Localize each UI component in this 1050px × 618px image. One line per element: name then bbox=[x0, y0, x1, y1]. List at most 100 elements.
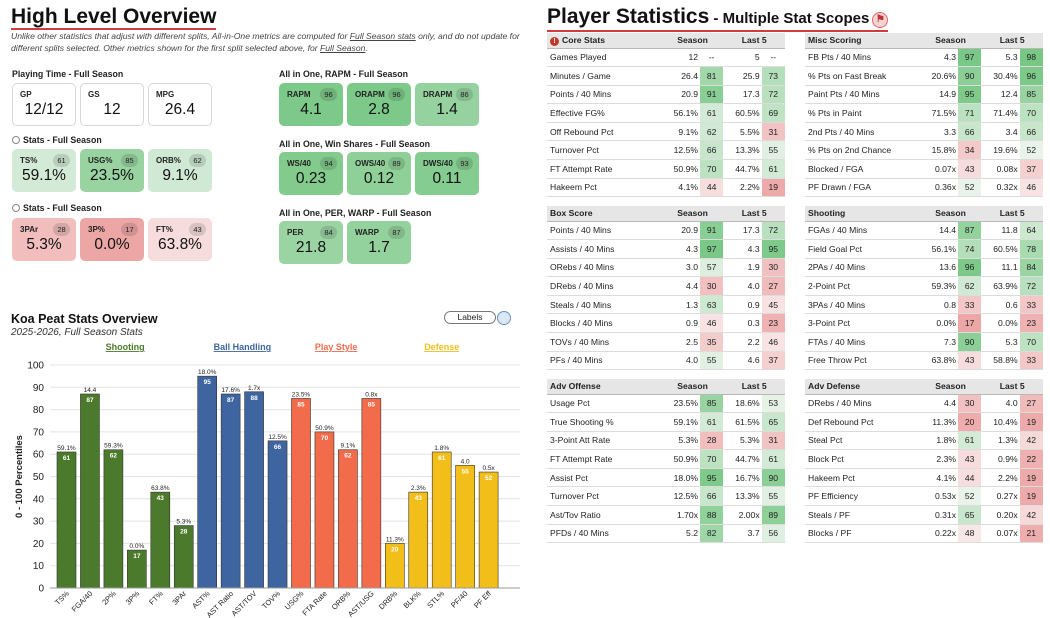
table-row: Free Throw Pct 63.8% 43 58.8% 33 bbox=[805, 351, 1043, 371]
season-value: 5.3% bbox=[661, 431, 700, 451]
season-percentile: 52 bbox=[958, 178, 982, 198]
bar[interactable] bbox=[220, 393, 241, 589]
y-tick-label: 50 bbox=[33, 472, 45, 483]
stat-card: DWS/40 93 0.11 bbox=[415, 152, 479, 195]
full-season-link[interactable]: Full Season bbox=[320, 42, 366, 53]
last5-value: 4.0 bbox=[723, 276, 762, 296]
stat-card: GP 12/12 bbox=[12, 83, 76, 126]
full-season-stats-link[interactable]: Full Season stats bbox=[349, 31, 416, 41]
season-percentile: 70 bbox=[700, 159, 724, 179]
table-header: Box Score Season Last 5 bbox=[547, 206, 785, 222]
stat-card: DRAPM 86 1.4 bbox=[415, 83, 479, 126]
season-value: 20.9 bbox=[661, 85, 700, 105]
table-title-text: Misc Scoring bbox=[808, 35, 862, 46]
column-header-last5[interactable]: Last 5 bbox=[981, 379, 1043, 395]
table-title[interactable]: Box Score bbox=[547, 206, 662, 222]
column-header-last5[interactable]: Last 5 bbox=[723, 379, 785, 395]
y-tick-label: 10 bbox=[33, 561, 45, 572]
stat-name: Steals / PF bbox=[805, 505, 920, 525]
season-percentile: 65 bbox=[958, 505, 982, 525]
last5-percentile: 84 bbox=[1019, 258, 1043, 278]
table-title[interactable]: Misc Scoring bbox=[805, 33, 920, 49]
stat-name: Minutes / Game bbox=[547, 66, 662, 86]
stat-name: Free Throw Pct bbox=[805, 351, 920, 371]
stat-card-label: MPG bbox=[156, 90, 175, 99]
last5-value: 4.3 bbox=[723, 239, 762, 259]
percentile-badge: 96 bbox=[320, 88, 337, 101]
radio-icon[interactable] bbox=[12, 136, 20, 144]
bar[interactable] bbox=[431, 451, 452, 589]
column-header-season[interactable]: Season bbox=[919, 206, 982, 222]
table-row: 3PAs / 40 Mins 0.8 33 0.6 33 bbox=[805, 295, 1043, 315]
bar[interactable] bbox=[408, 491, 429, 589]
stat-card-label: DWS/40 bbox=[423, 159, 453, 168]
bar-stat-label: 12.5% bbox=[268, 434, 287, 441]
table-title[interactable]: Shooting bbox=[805, 206, 920, 222]
last5-percentile: 56 bbox=[761, 524, 785, 544]
column-header-season[interactable]: Season bbox=[919, 33, 982, 49]
last5-percentile: 23 bbox=[1019, 313, 1043, 334]
table-header: ! Core Stats Season Last 5 bbox=[547, 33, 785, 49]
column-header-last5[interactable]: Last 5 bbox=[723, 33, 785, 49]
bar[interactable] bbox=[455, 465, 475, 589]
season-value: 56.1% bbox=[661, 103, 700, 123]
column-header-last5[interactable]: Last 5 bbox=[981, 206, 1043, 222]
column-header-last5[interactable]: Last 5 bbox=[723, 206, 785, 222]
table-row: Points / 40 Mins 20.9 91 17.3 72 bbox=[547, 85, 785, 105]
bar[interactable] bbox=[291, 398, 311, 589]
season-value: 0.8 bbox=[919, 295, 958, 315]
player-stats-title-text: Player Statistics bbox=[547, 5, 710, 28]
column-header-last5[interactable]: Last 5 bbox=[981, 33, 1043, 49]
labels-toggle[interactable] bbox=[497, 311, 511, 325]
table-title[interactable]: Adv Offense bbox=[547, 379, 662, 395]
column-header-season[interactable]: Season bbox=[661, 33, 724, 49]
bar[interactable] bbox=[267, 440, 288, 589]
stat-name: Field Goal Pct bbox=[805, 239, 920, 259]
bar[interactable] bbox=[103, 449, 124, 589]
bar[interactable] bbox=[361, 398, 382, 589]
bar[interactable] bbox=[80, 393, 100, 589]
last5-percentile: 33 bbox=[1019, 295, 1043, 315]
stat-card-value: 0.11 bbox=[432, 170, 462, 187]
stat-card-label: DRAPM bbox=[423, 90, 453, 99]
bar[interactable] bbox=[338, 449, 358, 589]
season-percentile: 66 bbox=[700, 486, 724, 507]
last5-percentile: 19 bbox=[1019, 412, 1043, 432]
group-label[interactable]: Stats - Full Season bbox=[12, 203, 102, 213]
table-title[interactable]: ! Core Stats bbox=[547, 33, 662, 49]
bar[interactable] bbox=[478, 471, 499, 589]
table-row: PF Efficiency 0.53x 52 0.27x 19 bbox=[805, 486, 1043, 507]
table-row: Block Pct 2.3% 43 0.9% 22 bbox=[805, 449, 1043, 469]
stat-scope-icon[interactable]: ⚑ bbox=[872, 12, 889, 28]
bar[interactable] bbox=[150, 491, 171, 589]
table-row: Blocks / PF 0.22x 48 0.07x 21 bbox=[805, 524, 1043, 544]
stat-card: MPG 26.4 bbox=[148, 83, 212, 126]
last5-percentile: 42 bbox=[1019, 431, 1043, 451]
season-value: 14.4 bbox=[919, 221, 958, 241]
column-header-season[interactable]: Season bbox=[661, 379, 724, 395]
last5-percentile: 73 bbox=[761, 66, 785, 86]
last5-value: 0.32x bbox=[981, 178, 1020, 198]
group-label-text: All in One, PER, WARP - Full Season bbox=[279, 208, 432, 218]
stat-card-label: FT% bbox=[156, 225, 173, 234]
table-row: Points / 40 Mins 20.9 91 17.3 72 bbox=[547, 221, 785, 241]
column-header-season[interactable]: Season bbox=[919, 379, 982, 395]
column-header-season[interactable]: Season bbox=[661, 206, 724, 222]
bar[interactable] bbox=[314, 431, 335, 589]
last5-percentile: 27 bbox=[1019, 394, 1043, 414]
percentile-badge: 84 bbox=[320, 226, 337, 239]
group-label[interactable]: Stats - Full Season bbox=[12, 135, 102, 145]
last5-percentile: 52 bbox=[1019, 140, 1043, 161]
last5-value: 18.6% bbox=[723, 394, 762, 414]
bar[interactable] bbox=[197, 375, 217, 589]
season-value: 0.31x bbox=[919, 505, 958, 525]
season-percentile: 46 bbox=[700, 313, 724, 334]
bar[interactable] bbox=[56, 451, 77, 589]
table-title[interactable]: Adv Defense bbox=[805, 379, 920, 395]
labels-button[interactable]: Labels bbox=[444, 311, 496, 324]
stat-name: % Pts on Fast Break bbox=[805, 66, 920, 86]
bar[interactable] bbox=[244, 391, 264, 589]
last5-percentile: 55 bbox=[761, 486, 785, 507]
radio-icon[interactable] bbox=[12, 204, 20, 212]
stat-name: FB Pts / 40 Mins bbox=[805, 48, 920, 68]
